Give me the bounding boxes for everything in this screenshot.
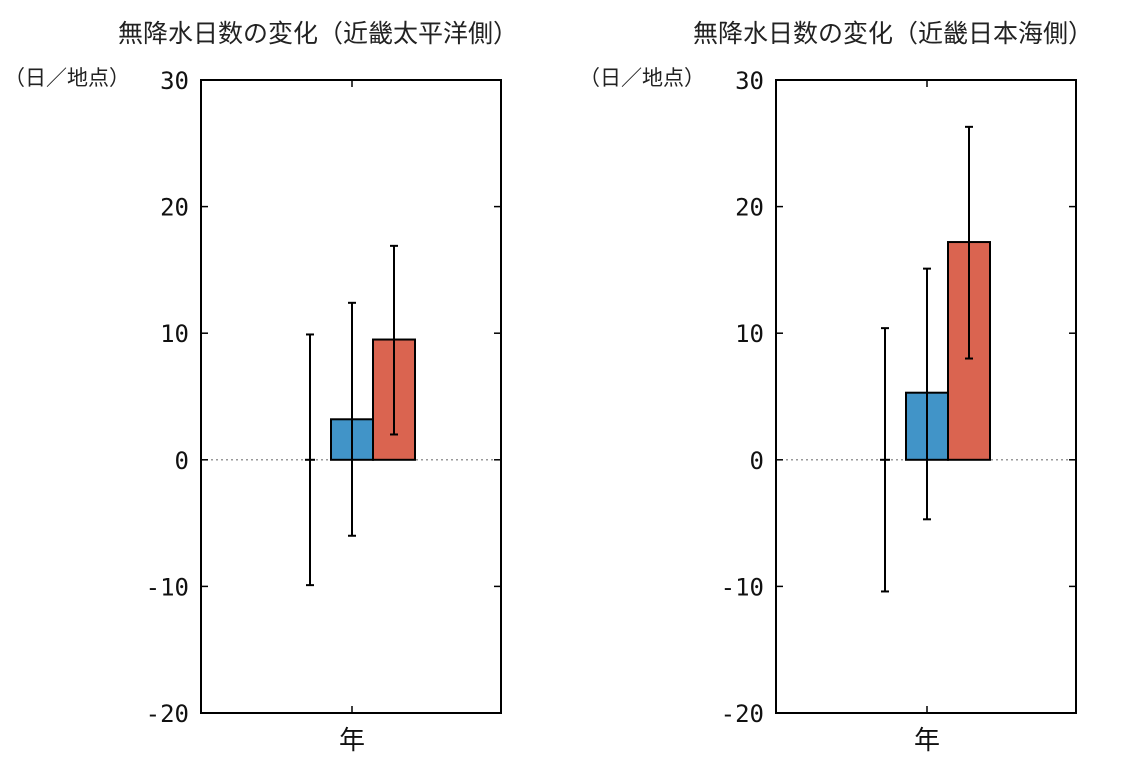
- y-tick-label: 0: [750, 447, 764, 475]
- y-tick-label: -10: [721, 573, 764, 601]
- chart-title: 無降水日数の変化（近畿日本海側）: [693, 19, 1094, 48]
- y-tick-label: 0: [175, 447, 189, 475]
- plot-area: -20 -10 0 10 20 30 年: [721, 67, 1077, 756]
- y-tick-label: -10: [146, 573, 189, 601]
- plot-frame: [200, 79, 502, 714]
- y-tick-label: 10: [160, 320, 189, 348]
- chart-title: 無降水日数の変化（近畿太平洋側）: [118, 19, 519, 48]
- y-axis-unit-label: （日／地点）: [4, 66, 130, 90]
- y-tick-label: 30: [160, 67, 189, 95]
- y-tick-label: 20: [735, 194, 764, 222]
- chart-panel-kinki-pacific: 無降水日数の変化（近畿太平洋側） （日／地点） -20 -10 0 10 20 30 年: [4, 19, 519, 756]
- category-label: 年: [339, 726, 365, 756]
- plot-frame: [775, 79, 1077, 714]
- y-tick-label: -20: [721, 700, 764, 728]
- plot-area: -20 -10 0 10 20 30 年: [146, 67, 502, 756]
- chart-panel-kinki-sea-of-japan: 無降水日数の変化（近畿日本海側） （日／地点） -20 -10 0 10 20 30 年: [575, 0, 1145, 778]
- y-tick-label: 10: [735, 320, 764, 348]
- y-tick-label: -20: [146, 700, 189, 728]
- y-axis-unit-label: （日／地点）: [579, 66, 705, 90]
- y-tick-label: 20: [160, 194, 189, 222]
- y-tick-label: 30: [735, 67, 764, 95]
- category-label: 年: [914, 726, 940, 756]
